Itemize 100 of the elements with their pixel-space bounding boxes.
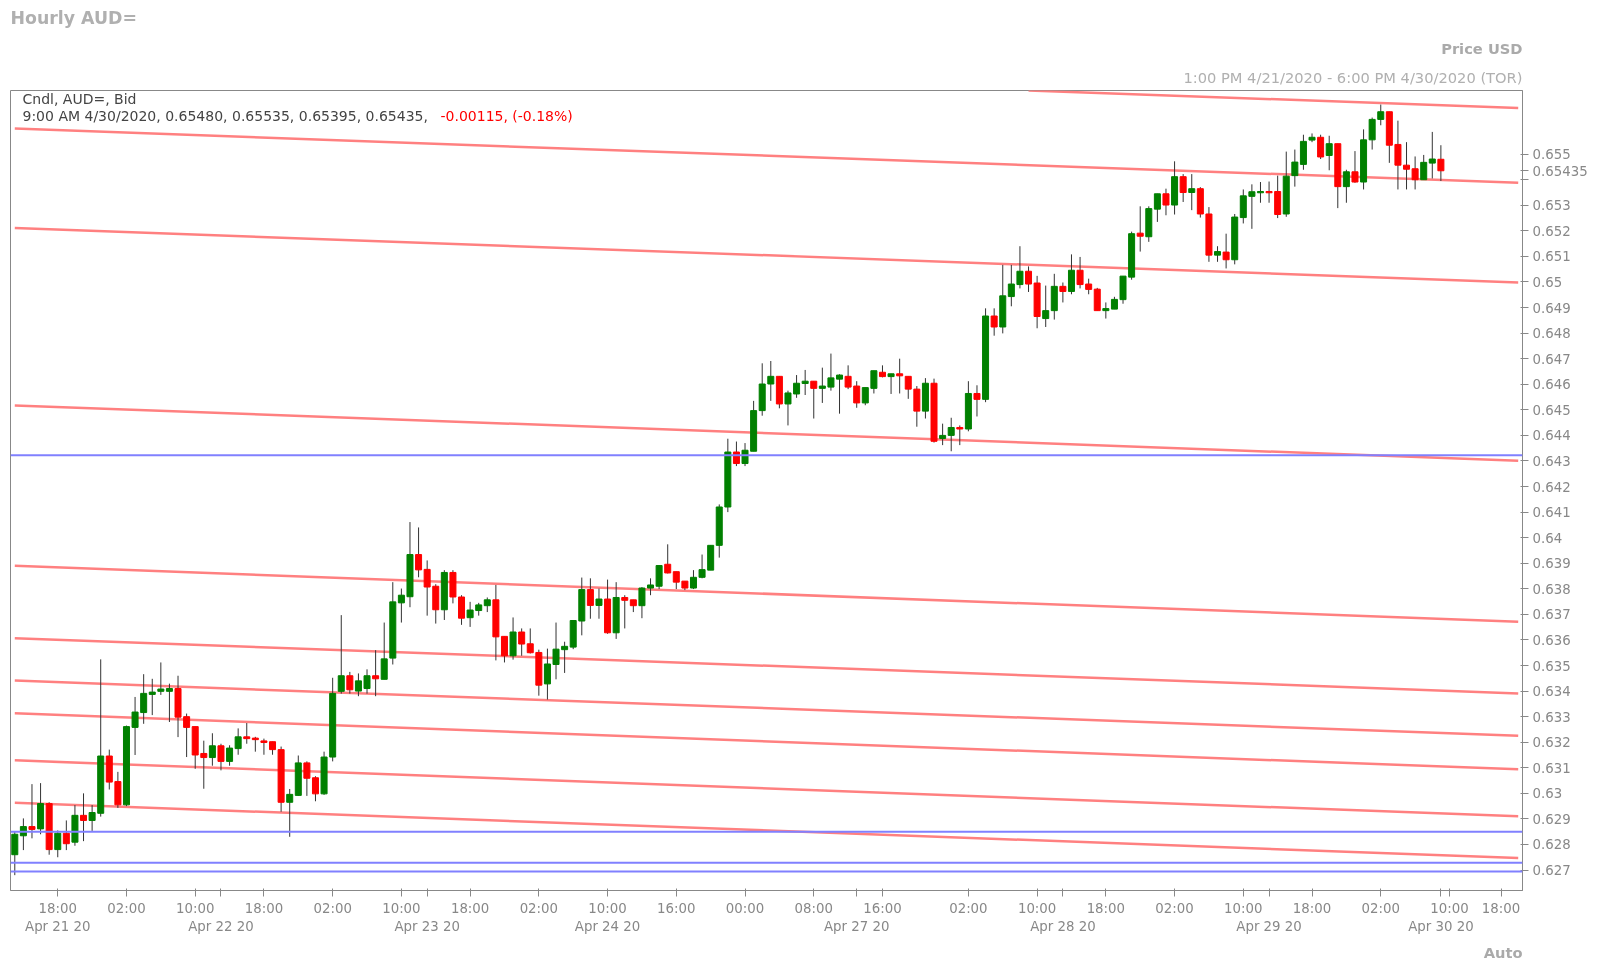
x-tick-label: Apr 23 20 (394, 918, 460, 934)
y-tick-label: 0.643 (1532, 453, 1571, 469)
candlestick (1420, 154, 1428, 181)
candlestick (234, 727, 242, 756)
candlestick (990, 307, 998, 337)
candlestick (621, 594, 629, 629)
y-tick-label: 0.639 (1532, 556, 1571, 572)
candlestick (1059, 282, 1067, 303)
candlestick (217, 743, 225, 771)
y-tick-label: 0.655 (1532, 147, 1571, 163)
x-tick-label: 10:00 Apr 24 20 (574, 900, 641, 934)
y-axis-title: Price USD (1441, 39, 1523, 57)
y-tick-label: 0.636 (1532, 632, 1571, 648)
x-tick-label: 02:00 (1361, 900, 1400, 916)
x-tick-label: 18:00 (1086, 900, 1126, 916)
candlestick (1162, 188, 1170, 216)
candlestick (1291, 149, 1299, 188)
candlestick (11, 831, 19, 876)
candlestick (801, 369, 809, 396)
candlestick (157, 661, 165, 696)
x-tick-label: 16:00 (863, 900, 902, 916)
x-tick-label: Apr 30 20 (1408, 918, 1474, 934)
x-tick-label: 02:00 (107, 900, 146, 916)
candlestick (1342, 169, 1350, 204)
x-tick-label: 18:00 (450, 900, 490, 916)
y-tick-label: 0.645 (1532, 402, 1571, 418)
candlestick (372, 649, 380, 697)
y-tick-label: 0.628 (1532, 837, 1571, 853)
x-tick-label: 02:00 (1155, 900, 1194, 916)
y-tick-label: 0.647 (1532, 351, 1571, 367)
candlestick (80, 792, 88, 842)
candlestick (595, 588, 603, 620)
candlestick (243, 722, 251, 745)
candlestick (1136, 205, 1144, 253)
candlestick (1437, 144, 1445, 182)
y-tick-label: 0.644 (1532, 428, 1571, 444)
candlestick (415, 526, 423, 578)
y-tick-label: 0.649 (1532, 300, 1571, 316)
candlestick (947, 417, 955, 452)
candlestick (380, 622, 388, 680)
candlestick (586, 577, 594, 620)
y-tick-label: 0.635 (1532, 658, 1571, 674)
candlestick (1179, 173, 1187, 203)
y-tick-label: 0.646 (1532, 377, 1571, 393)
y-tick-label: 0.627 (1532, 863, 1571, 879)
candlestick (664, 543, 672, 574)
candlestick (887, 373, 895, 395)
candlestick (1067, 253, 1075, 295)
y-tick-label: 0.65435 (1532, 163, 1588, 179)
y-tick-label: 0.638 (1532, 581, 1571, 597)
candlestick (1351, 150, 1359, 184)
y-tick-label: 0.653 (1532, 198, 1571, 214)
y-tick-label: 0.641 (1532, 505, 1571, 521)
x-tick-label: 02:00 (313, 900, 352, 916)
candlestick (54, 829, 62, 858)
y-tick-label: 0.637 (1532, 607, 1571, 623)
candlestick (1042, 285, 1050, 328)
candlestick (1222, 233, 1230, 269)
candlestick (810, 380, 818, 420)
candlestick (1308, 132, 1316, 143)
candlestick (1153, 193, 1161, 223)
x-tick-label: 10:00 (1224, 900, 1263, 916)
candlestick (165, 683, 173, 723)
candlestick (896, 358, 904, 394)
x-tick-label: 16:00 (657, 900, 696, 916)
x-tick-label: 10:00 (1430, 900, 1469, 916)
x-tick-label: Apr 27 20 (823, 918, 890, 934)
candlestick (1325, 135, 1333, 171)
y-tick-label: 0.63 (1532, 786, 1563, 802)
x-tick-label: Apr 29 20 (1236, 918, 1302, 934)
y-tick-label: 0.648 (1532, 326, 1571, 342)
candlestick (226, 744, 234, 767)
x-tick-label: 18:00 (244, 900, 284, 916)
x-tick-label: 02:00 (949, 900, 988, 916)
x-tick-label: 10:00 (382, 900, 421, 916)
candlestick (956, 424, 964, 446)
x-tick-label: 18:00 (1481, 900, 1521, 916)
chart-title: Hourly AUD= (10, 7, 137, 28)
y-tick-label: 0.634 (1532, 684, 1571, 700)
y-tick-label: 0.652 (1532, 223, 1571, 239)
y-tick-label: 0.65 (1532, 275, 1563, 290)
candlestick (1317, 134, 1325, 160)
x-tick-label: 18:00 Apr 21 20 (25, 900, 91, 934)
candlestick (208, 732, 216, 767)
candlestick (337, 614, 345, 695)
annotation: -0.00115, (-0.18%) (440, 107, 573, 124)
candlestick (286, 788, 294, 838)
candlestick (346, 671, 354, 695)
x-tick-label: 02:00 (519, 900, 559, 916)
x-tick-label: 10:00 (1017, 900, 1057, 916)
candlestick (1299, 134, 1307, 171)
x-tick-label: Apr 22 20 (188, 918, 254, 934)
x-tick-label: 10:00 (176, 900, 215, 916)
x-tick-label: 08:00 (794, 900, 833, 916)
y-tick-label: 0.631 (1532, 760, 1571, 776)
y-tick-label: 0.629 (1532, 811, 1571, 827)
y-tick-label: 0.64 (1532, 530, 1563, 546)
candlestick (509, 616, 517, 661)
y-tick-label: 0.651 (1532, 249, 1571, 265)
candlestick (973, 384, 981, 417)
